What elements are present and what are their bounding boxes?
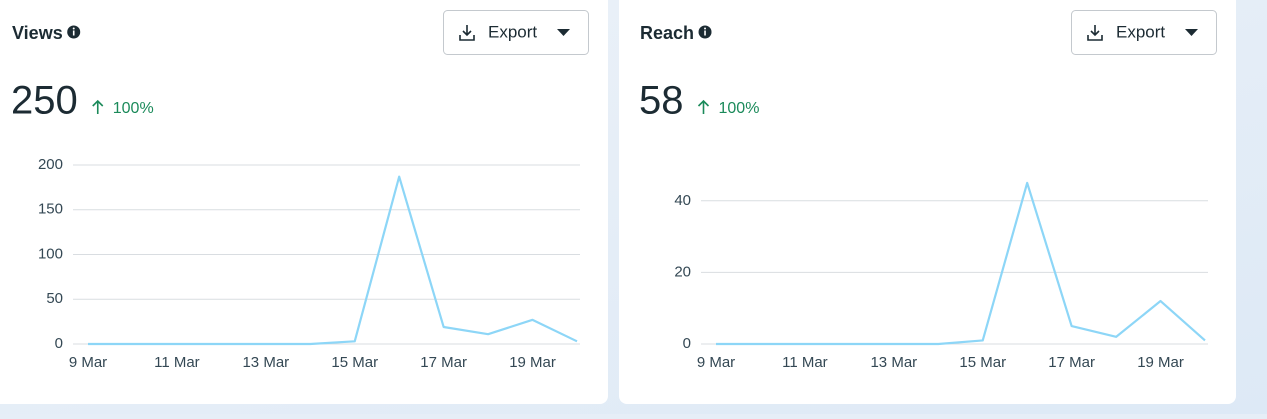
y-tick-label: 200 (38, 156, 63, 173)
x-tick-label: 15 Mar (331, 354, 378, 371)
data-line (716, 181, 1206, 346)
caret-icon (1185, 29, 1198, 36)
x-tick-label: 19 Mar (509, 354, 556, 371)
download-icon (459, 25, 475, 41)
total-value: 250 (11, 79, 78, 123)
info-icon-dot (704, 27, 707, 30)
y-tick-label: 0 (683, 335, 691, 352)
y-tick-label: 100 (38, 245, 63, 262)
caret-icon (557, 29, 570, 36)
card (619, 0, 1236, 404)
info-icon-dot (72, 27, 75, 30)
total-value: 58 (639, 79, 684, 123)
change-percent: 100% (113, 100, 154, 117)
x-tick-label: 17 Mar (420, 354, 467, 371)
data-line (88, 175, 578, 346)
y-tick-label: 20 (674, 263, 691, 280)
card (0, 0, 608, 404)
x-tick-label: 11 Mar (782, 354, 828, 371)
card-title: Reach (640, 23, 694, 43)
export-label[interactable]: Export (488, 22, 537, 41)
x-tick-label: 9 Mar (697, 354, 735, 371)
y-tick-label: 0 (55, 335, 63, 352)
export-button[interactable] (1071, 10, 1217, 55)
up-arrow (92, 99, 104, 114)
y-tick-label: 150 (38, 201, 63, 218)
change-percent: 100% (719, 100, 760, 117)
x-tick-label: 17 Mar (1048, 354, 1095, 371)
x-tick-label: 13 Mar (242, 354, 289, 371)
x-tick-label: 13 Mar (870, 354, 917, 371)
info-icon-i (704, 30, 706, 36)
export-button[interactable] (443, 10, 589, 55)
export-label[interactable]: Export (1116, 22, 1165, 41)
card-title: Views (12, 23, 63, 43)
x-tick-label: 19 Mar (1137, 354, 1184, 371)
x-tick-label: 11 Mar (154, 354, 200, 371)
x-tick-label: 9 Mar (69, 354, 107, 371)
download-icon (1087, 25, 1103, 41)
x-tick-label: 15 Mar (959, 354, 1006, 371)
up-arrow (697, 99, 710, 114)
y-tick-label: 50 (46, 290, 63, 307)
y-tick-label: 40 (674, 192, 691, 209)
info-icon-i (72, 30, 75, 36)
